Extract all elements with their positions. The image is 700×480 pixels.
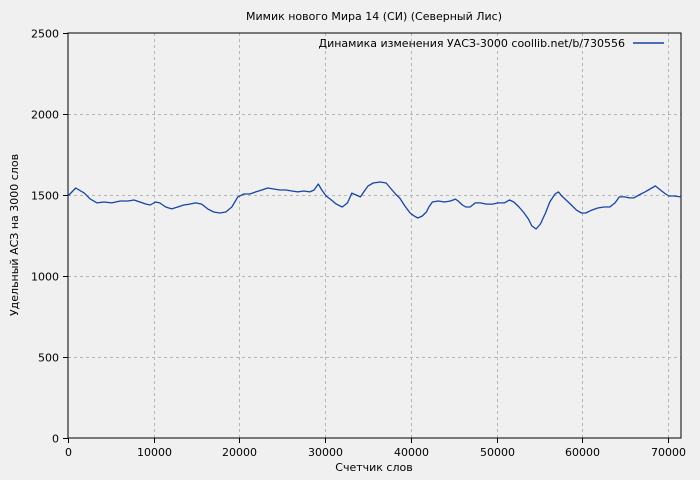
x-tick-label: 20000 <box>222 446 257 459</box>
x-tick-label: 40000 <box>394 446 429 459</box>
plot-border <box>67 32 682 439</box>
gridlines <box>68 33 681 438</box>
x-tick-label: 60000 <box>565 446 600 459</box>
legend-label: Динамика изменения УАСЗ-3000 coollib.net… <box>319 37 626 50</box>
axis-ticks <box>63 33 669 443</box>
y-tick-label: 1000 <box>31 271 59 284</box>
x-tick-label: 70000 <box>651 446 686 459</box>
x-tick-label: 10000 <box>137 446 172 459</box>
y-tick-label: 0 <box>52 433 59 446</box>
x-axis-label: Счетчик слов <box>335 461 412 474</box>
legend: Динамика изменения УАСЗ-3000 coollib.net… <box>319 37 664 50</box>
y-tick-label: 2500 <box>31 28 59 41</box>
y-tick-label: 500 <box>38 352 59 365</box>
axis-tick-labels: 0 10000 20000 30000 40000 50000 60000 70000 0 500… <box>31 28 686 460</box>
y-tick-label: 2000 <box>31 109 59 122</box>
x-tick-label: 30000 <box>308 446 343 459</box>
y-axis-label: Удельный АСЗ на 3000 слов <box>8 154 21 316</box>
series-line <box>67 181 682 230</box>
x-tick-label: 0 <box>65 446 72 459</box>
x-tick-label: 50000 <box>480 446 515 459</box>
y-tick-label: 1500 <box>31 190 59 203</box>
chart-title: Мимик нового Мира 14 (СИ) (Северный Лис) <box>246 10 502 23</box>
